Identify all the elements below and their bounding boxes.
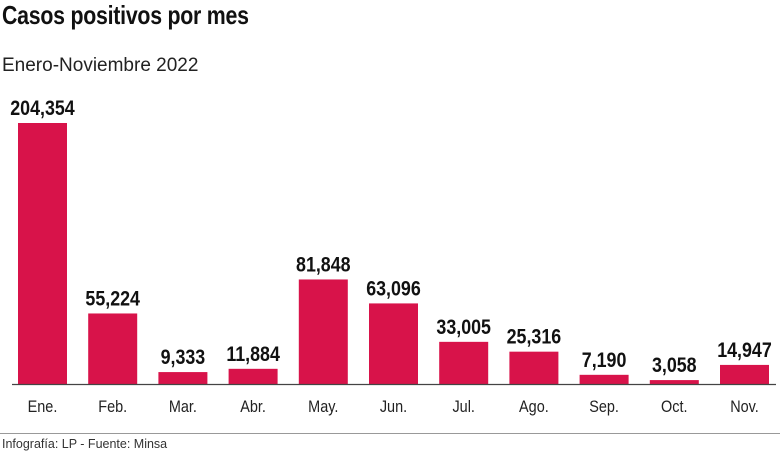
category-label-9: Oct. — [661, 398, 687, 416]
category-label-2: Mar. — [169, 398, 197, 416]
footer-divider — [0, 433, 780, 434]
bar-1 — [88, 313, 138, 384]
value-label-4: 81,848 — [296, 253, 351, 277]
bar-9 — [649, 380, 699, 384]
bar-4 — [298, 279, 348, 384]
value-label-0: 204,354 — [10, 97, 75, 121]
bar-10 — [720, 364, 769, 384]
category-label-3: Abr. — [240, 398, 266, 416]
category-label-10: Nov. — [730, 398, 759, 416]
value-label-10: 14,947 — [717, 339, 772, 363]
category-label-4: May. — [308, 398, 338, 416]
chart-subtitle: Enero-Noviembre 2022 — [2, 55, 199, 76]
category-label-7: Ago. — [519, 398, 549, 416]
category-label-0: Ene. — [28, 398, 58, 416]
value-label-9: 3,058 — [652, 354, 697, 378]
value-label-7: 25,316 — [507, 325, 562, 349]
chart-title: Casos positivos por mes — [2, 0, 249, 30]
bar-6 — [439, 341, 489, 384]
bar-5 — [369, 303, 418, 384]
bar-2 — [158, 372, 208, 384]
bar-0 — [18, 123, 67, 384]
value-label-6: 33,005 — [436, 316, 491, 340]
bar-chart: 204,354 Ene. 55,224 Feb. 9,333 Mar. 11,884 Abr.… — [10, 97, 776, 416]
source-footer: Infografía: LP - Fuente: Minsa — [2, 437, 168, 451]
bar-7 — [509, 351, 559, 384]
bar-3 — [228, 368, 278, 384]
value-label-5: 63,096 — [366, 277, 421, 301]
category-label-5: Jun. — [380, 398, 407, 416]
category-label-8: Sep. — [589, 398, 619, 416]
bar-8 — [579, 374, 629, 384]
value-label-8: 7,190 — [582, 348, 627, 372]
value-label-2: 9,333 — [161, 346, 206, 370]
category-label-6: Jul. — [452, 398, 474, 416]
category-label-1: Feb. — [98, 398, 127, 416]
value-label-3: 11,884 — [226, 343, 280, 367]
value-label-1: 55,224 — [85, 287, 140, 311]
